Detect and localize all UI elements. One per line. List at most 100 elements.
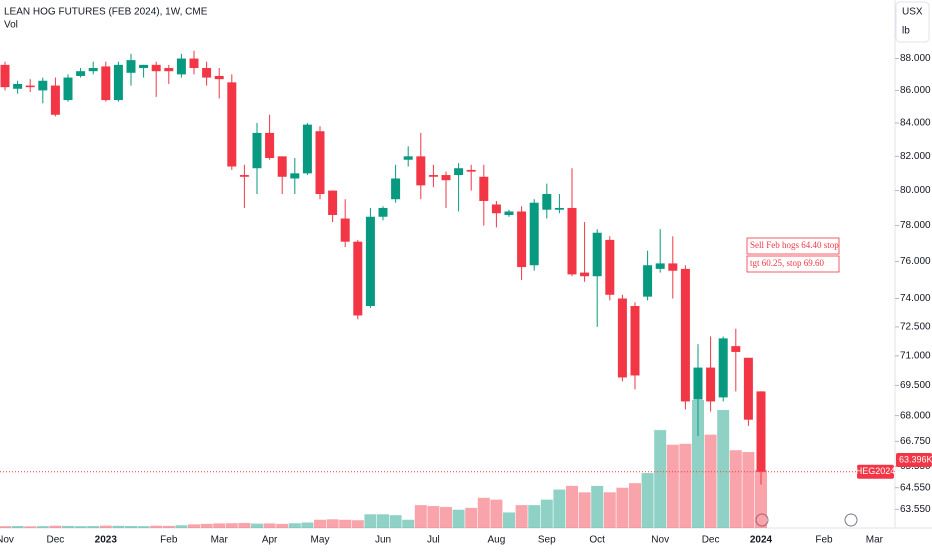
volume-bar	[87, 526, 100, 528]
candle-body	[731, 346, 741, 352]
volume-bar	[99, 525, 112, 528]
candle-body	[227, 82, 237, 167]
volume-bar	[162, 525, 175, 528]
volume-bar	[288, 523, 301, 528]
volume-bar	[225, 523, 238, 528]
candle-body	[328, 190, 338, 215]
x-tick-label: 2024	[750, 535, 773, 546]
volume-bar	[540, 499, 553, 528]
volume-bar	[150, 525, 163, 528]
volume-bar	[704, 434, 717, 528]
y-tick-label: 78.000	[900, 220, 931, 231]
candle-body	[302, 124, 312, 174]
volume-value-label: 63.396K	[899, 454, 932, 464]
candle-body	[164, 68, 174, 72]
candle-body	[239, 175, 249, 177]
y-tick-label: 63.550	[900, 504, 931, 515]
x-tick-label: Nov	[651, 535, 669, 546]
candle-body	[428, 175, 438, 177]
currency: USX	[902, 7, 923, 18]
candle-body	[706, 367, 716, 402]
volume-bar	[402, 519, 415, 528]
y-tick-label: 86.000	[900, 85, 931, 96]
unit-button[interactable]	[895, 1, 930, 43]
candle-body	[176, 58, 186, 75]
volume-bar	[251, 523, 263, 528]
symbol-tag	[857, 464, 894, 479]
x-tick-label: Dec	[702, 535, 720, 546]
volume-bar	[603, 492, 616, 528]
volume-bar	[125, 525, 137, 528]
candle-body	[290, 173, 300, 179]
volume-bar	[213, 523, 226, 528]
volume-bar	[389, 515, 402, 528]
volume-bar	[591, 485, 604, 528]
x-tick-label: Mar	[866, 535, 884, 546]
candle-body	[743, 357, 753, 420]
volume-bar	[188, 524, 200, 528]
x-tick-label: Oct	[589, 535, 605, 546]
volume-bar	[755, 469, 767, 528]
volume-bar	[200, 523, 213, 528]
volume-bar	[414, 505, 427, 528]
x-tick-label: Dec	[47, 535, 65, 546]
candle-body	[542, 194, 552, 210]
y-tick-label: 72.500	[900, 322, 931, 333]
candle-body	[88, 68, 98, 72]
y-tick-label: 64.550	[900, 482, 931, 493]
candle-body	[630, 306, 640, 376]
volume-bar	[377, 514, 389, 528]
candle-body	[580, 272, 590, 277]
volume-bar	[339, 519, 352, 528]
y-tick-label: 84.000	[900, 118, 931, 129]
volume-bar	[49, 525, 62, 528]
candle-body	[567, 207, 577, 275]
volume-bar	[528, 505, 541, 528]
candle-body	[491, 204, 501, 214]
x-tick-label: 2023	[95, 535, 118, 546]
volume-bar	[440, 506, 452, 528]
event-icon[interactable]	[844, 513, 858, 527]
volume-bar	[666, 444, 679, 528]
volume-bar	[112, 525, 125, 528]
volume-bar	[742, 452, 755, 528]
y-tick-label: 80.000	[900, 185, 931, 196]
candle-body	[655, 263, 665, 269]
y-tick-label: 68.000	[900, 410, 931, 421]
volume-bar	[62, 525, 74, 528]
candle-body	[13, 83, 23, 89]
y-tick-label: 71.000	[900, 350, 931, 361]
volume-bar	[276, 523, 289, 528]
candle-body	[466, 169, 476, 172]
candle-body	[365, 216, 375, 307]
candle-body	[340, 218, 350, 242]
volume-bar	[641, 473, 654, 528]
volume-bar	[301, 522, 314, 528]
volume-bar	[629, 483, 641, 528]
volume-bar	[553, 489, 566, 528]
volume-bar	[566, 485, 578, 528]
volume-bar	[692, 399, 704, 528]
candle-body	[416, 156, 426, 186]
candle-body	[756, 391, 766, 472]
candle-body	[25, 85, 35, 88]
candle-body	[668, 263, 678, 271]
volume-bar	[477, 497, 490, 528]
volume-bar	[503, 512, 515, 528]
volume-bar	[364, 514, 377, 528]
event-icon[interactable]	[755, 513, 769, 527]
chart-title: LEAN HOG FUTURES (FEB 2024), 1W, CME	[4, 7, 208, 18]
candle-body	[139, 64, 149, 69]
x-tick-label: Feb	[160, 535, 178, 546]
candle-body	[63, 77, 73, 101]
candle-body	[214, 75, 224, 80]
candle-body	[202, 68, 212, 78]
volume-bar	[24, 526, 37, 528]
candle-body	[50, 85, 60, 115]
candle-body	[315, 131, 325, 195]
candle-body	[38, 80, 48, 91]
candle-body	[151, 64, 161, 72]
candle-body	[643, 265, 653, 297]
candle-body	[504, 211, 514, 215]
volume-bar	[238, 522, 251, 528]
